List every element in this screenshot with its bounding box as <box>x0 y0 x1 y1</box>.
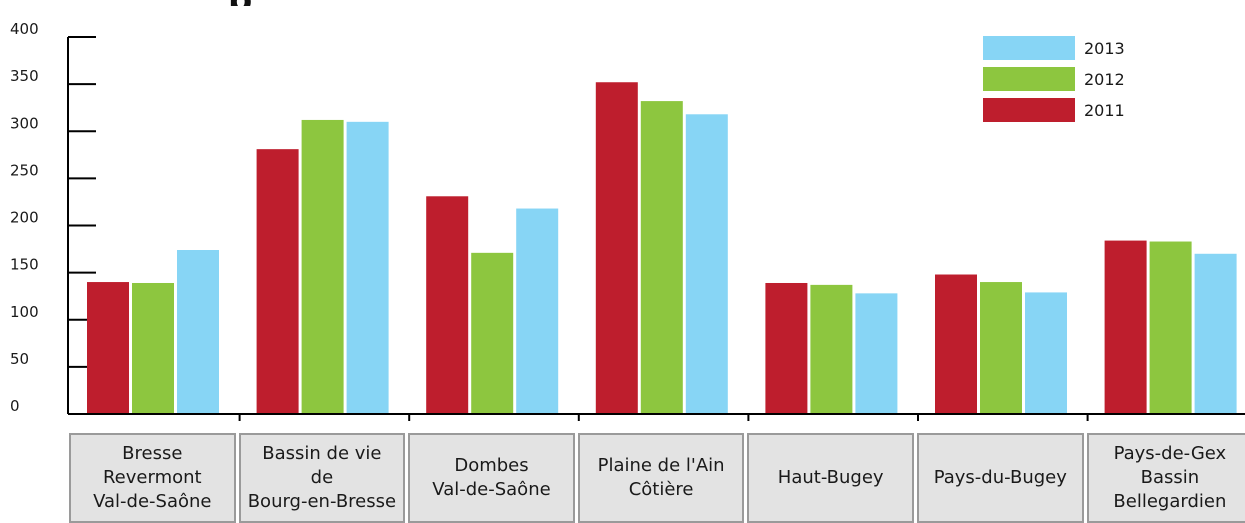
legend-label-2012: 2012 <box>1084 70 1125 89</box>
y-tick-label: 100 <box>10 303 39 321</box>
y-tick-label: 200 <box>10 209 39 227</box>
legend: 2013 2012 2011 <box>983 36 1125 122</box>
bar-2013-6 <box>1194 253 1237 414</box>
bar-2012-4 <box>810 284 853 414</box>
chart-title: p <box>228 0 268 6</box>
bars <box>87 82 1237 415</box>
category-label: Pays-du-Bugey <box>917 433 1084 523</box>
y-axis: 0 50 100 150 200 250 300 350 400 <box>10 20 96 415</box>
bar-2013-2 <box>516 208 559 414</box>
bar-2013-0 <box>177 250 219 414</box>
legend-label-2011: 2011 <box>1084 101 1125 120</box>
category-label: Dombes Val-de-Saône <box>408 433 575 523</box>
bar-2012-0 <box>132 282 174 414</box>
bar-2013-4 <box>855 293 898 414</box>
bar-2012-1 <box>301 119 344 414</box>
bar-2011-1 <box>256 149 299 414</box>
y-tick-label: 150 <box>10 256 39 274</box>
legend-swatch-2013 <box>983 36 1075 60</box>
y-tick-label: 0 <box>10 397 20 415</box>
bar-2011-0 <box>87 282 129 414</box>
category-label: Plaine de l'Ain Côtière <box>577 433 745 523</box>
bar-2011-4 <box>765 282 808 414</box>
category-label: Pays-de-Gex Bassin Bellegardien <box>1086 433 1245 523</box>
bar-2013-5 <box>1025 292 1067 414</box>
bar-2012-5 <box>980 282 1022 414</box>
bar-2011-6 <box>1104 240 1147 414</box>
bar-2013-3 <box>685 114 728 414</box>
legend-swatch-2012 <box>983 67 1075 91</box>
bar-2011-5 <box>935 274 977 414</box>
legend-swatch-2011 <box>983 98 1075 122</box>
bar-2011-3 <box>595 82 638 415</box>
bar-2011-2 <box>426 196 469 414</box>
x-axis <box>68 413 1245 421</box>
category-label: Haut-Bugey <box>747 433 914 523</box>
y-tick-label: 300 <box>10 114 39 132</box>
legend-label-2013: 2013 <box>1084 39 1125 58</box>
y-tick-label: 50 <box>10 350 29 368</box>
bar-2012-3 <box>640 101 683 414</box>
y-tick-label: 250 <box>10 161 39 179</box>
category-label: Bassin de vie de Bourg-en-Bresse <box>238 433 406 523</box>
category-label: Bresse Revermont Val-de-Saône <box>69 433 236 523</box>
y-tick-label: 350 <box>10 67 39 85</box>
bar-2013-1 <box>346 121 389 414</box>
y-tick-label: 400 <box>10 20 39 38</box>
bar-2012-2 <box>471 252 514 414</box>
bar-2012-6 <box>1149 241 1192 414</box>
